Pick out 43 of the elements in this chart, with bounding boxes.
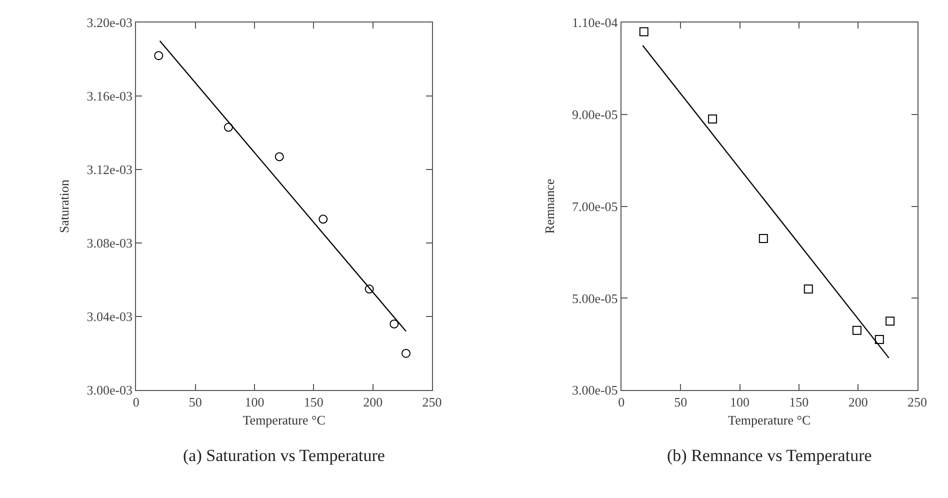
- point: [318, 214, 328, 224]
- y-tick-label: 3.08e-03: [86, 236, 133, 251]
- point: [224, 122, 233, 132]
- x-tick-label: 50: [188, 394, 202, 410]
- x-tick-label: 0: [618, 394, 625, 410]
- point: [364, 284, 374, 294]
- point: [390, 319, 399, 328]
- point: [274, 152, 284, 162]
- text: (a) Saturation vs Temperature: [183, 446, 385, 465]
- y-axis-title: Remnance: [542, 178, 557, 234]
- y-tick-label: 7.00e-05: [572, 198, 618, 214]
- point: [852, 326, 862, 335]
- x-tick-label: 200: [363, 394, 383, 410]
- point: [874, 335, 884, 344]
- y-tick-label: 3.12e-03: [86, 162, 133, 178]
- x-tick-label: 150: [304, 394, 324, 410]
- y-axis-title: Saturation: [56, 179, 72, 234]
- y-tick-label: 5.00e-05: [572, 290, 618, 306]
- point: [402, 348, 410, 358]
- x-tick-label: 100: [730, 394, 750, 410]
- x-tick-label: 100: [244, 394, 264, 410]
- x-tick-label: 0: [132, 394, 140, 410]
- text: (b) Remnance vs Temperature: [667, 446, 872, 465]
- point: [639, 27, 648, 36]
- point: [886, 316, 895, 326]
- x-tick-label: 200: [848, 394, 868, 410]
- y-tick-label: 3.00e-05: [572, 382, 618, 398]
- x-tick-label: 50: [674, 394, 688, 410]
- point: [154, 51, 164, 60]
- x-axis-title: Temperature °C: [242, 412, 326, 428]
- point: [708, 114, 718, 124]
- y-tick-label: 9.00e-05: [572, 106, 618, 122]
- y-tick-label: 3.16e-03: [86, 88, 133, 104]
- y-tick-label: 3.04e-03: [86, 309, 133, 324]
- point: [804, 284, 813, 294]
- y-tick-label: 3.20e-03: [86, 15, 133, 30]
- x-tick-label: 250: [422, 394, 442, 410]
- x-tick-label: 250: [908, 394, 928, 410]
- y-tick-label: 1.10e-04: [572, 15, 618, 30]
- point: [758, 234, 768, 243]
- x-tick-label: 150: [789, 394, 809, 410]
- y-tick-label: 3.00e-03: [86, 382, 133, 398]
- x-axis-title: Temperature °C: [728, 412, 811, 428]
